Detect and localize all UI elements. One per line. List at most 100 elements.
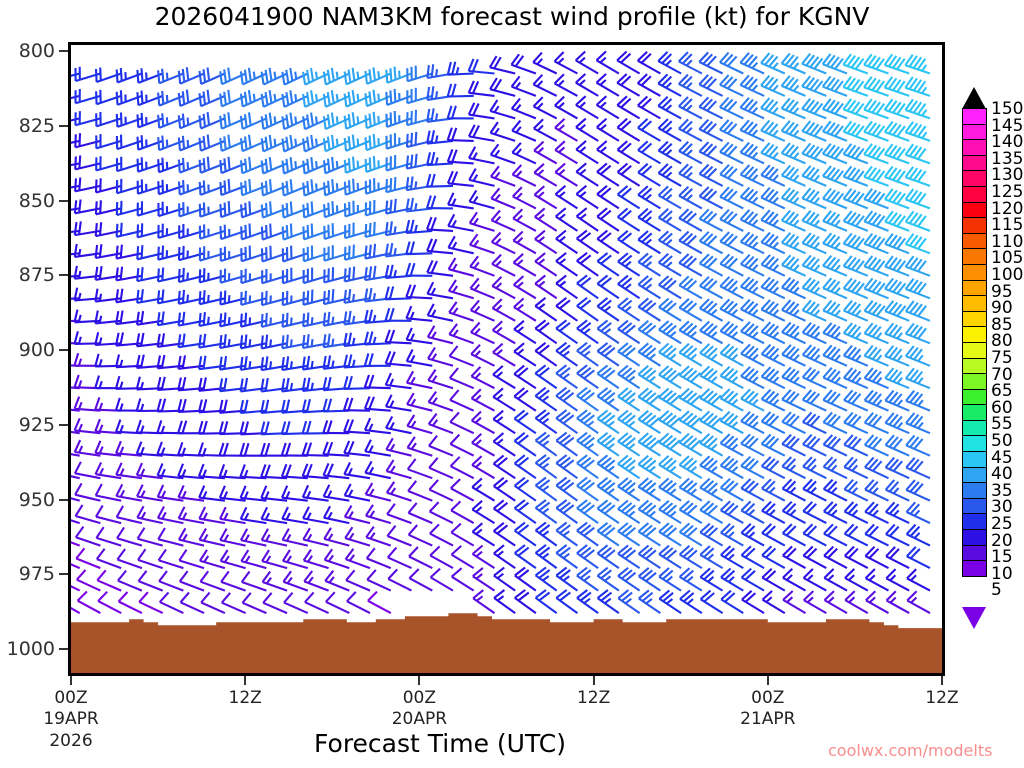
- wind-barb: [739, 186, 765, 210]
- wind-barb: [467, 80, 495, 97]
- wind-barb: [469, 299, 495, 322]
- wind-barb: [489, 143, 516, 165]
- x-tick-label: 00Z 20APR: [392, 688, 447, 731]
- wind-barb: [345, 569, 371, 592]
- y-tick-mark: [59, 124, 68, 127]
- wind-barb: [678, 275, 703, 300]
- colorbar[interactable]: [962, 108, 987, 577]
- wind-barb: [720, 589, 744, 614]
- wind-barb: [302, 527, 329, 547]
- wind-barb: [739, 164, 765, 187]
- wind-barb: [492, 387, 516, 412]
- colorbar-cell: [962, 404, 987, 421]
- wind-barb: [596, 162, 620, 187]
- wind-barb: [450, 522, 475, 547]
- wind-barb: [555, 454, 579, 480]
- wind-barb: [678, 141, 703, 165]
- wind-barb: [75, 547, 101, 570]
- wind-barb: [325, 591, 350, 615]
- wind-barb: [136, 527, 163, 547]
- wind-barb: [616, 50, 641, 75]
- y-tick-label: 950: [18, 488, 55, 511]
- wind-barb: [637, 252, 661, 277]
- wind-barb: [471, 455, 496, 480]
- wind-barb: [576, 341, 599, 367]
- wind-barb: [699, 298, 724, 322]
- wind-barb: [534, 207, 558, 232]
- wind-barb: [658, 410, 682, 435]
- wind-barb: [429, 567, 454, 592]
- wind-barb: [555, 566, 579, 592]
- wind-barb: [637, 544, 661, 569]
- wind-barb: [596, 566, 620, 592]
- wind-barb: [719, 410, 744, 435]
- colorbar-cell: [962, 482, 987, 499]
- wind-barb: [760, 299, 786, 322]
- wind-barb: [384, 351, 412, 367]
- wind-barb: [555, 431, 579, 457]
- wind-barb: [71, 585, 81, 592]
- wind-barb: [637, 320, 661, 345]
- wind-barb: [282, 570, 309, 592]
- wind-barb: [596, 521, 620, 547]
- wind-barb: [596, 476, 620, 502]
- wind-barb: [470, 410, 496, 435]
- wind-barb: [699, 365, 724, 390]
- wind-barb: [73, 439, 101, 457]
- colorbar-cell: [962, 310, 987, 328]
- wind-barb: [449, 456, 475, 480]
- wind-barb: [576, 454, 599, 480]
- wind-barb: [510, 53, 537, 75]
- wind-barb: [218, 464, 246, 480]
- wind-barb: [617, 342, 641, 367]
- wind-barb: [555, 521, 579, 547]
- wind-barb: [658, 500, 682, 524]
- wind-barb: [283, 592, 309, 615]
- y-tick-label: 925: [18, 413, 55, 436]
- wind-barb: [428, 435, 454, 457]
- x-tick-mark: [418, 676, 421, 685]
- wind-barb: [719, 433, 744, 457]
- wind-barb: [95, 504, 122, 525]
- wind-barb: [719, 298, 744, 322]
- wind-barb: [678, 73, 703, 97]
- wind-barb: [719, 500, 744, 525]
- wind-barb: [406, 458, 433, 480]
- wind-barb: [739, 141, 765, 165]
- wind-barb: [699, 589, 724, 614]
- wind-barb: [260, 506, 288, 525]
- wind-barb: [491, 298, 516, 322]
- wind-barb: [616, 140, 641, 165]
- wind-barb: [534, 544, 558, 569]
- wind-barb: [658, 432, 682, 457]
- wind-barb: [637, 230, 661, 255]
- wind-barb: [698, 74, 724, 97]
- wind-barb: [446, 149, 474, 165]
- wind-barb: [678, 118, 703, 142]
- wind-barb: [761, 567, 786, 592]
- y-tick-label: 1000: [6, 638, 55, 661]
- wind-barb: [491, 253, 516, 277]
- wind-barb: [177, 463, 205, 480]
- wind-barb: [699, 500, 724, 525]
- page-title: 2026041900 NAM3KM forecast wind profile …: [154, 2, 870, 31]
- wind-barb: [739, 74, 765, 97]
- wind-barb: [261, 549, 288, 570]
- wind-barb: [678, 230, 703, 255]
- wind-barb: [408, 546, 433, 570]
- wind-barb: [366, 569, 392, 592]
- wind-barb: [363, 331, 391, 346]
- wind-barb: [534, 252, 558, 277]
- wind-barb: [532, 51, 558, 75]
- wind-barb: [657, 51, 682, 75]
- wind-barb: [679, 589, 703, 614]
- y-tick-label: 900: [18, 339, 55, 362]
- wind-barb: [657, 185, 682, 210]
- wind-barb: [534, 341, 558, 367]
- wind-barb: [220, 570, 246, 592]
- wind-barb: [699, 320, 724, 345]
- x-tick-mark: [244, 676, 247, 685]
- wind-barb: [157, 527, 184, 547]
- wind-barb: [157, 245, 184, 261]
- wind-barb: [385, 437, 412, 457]
